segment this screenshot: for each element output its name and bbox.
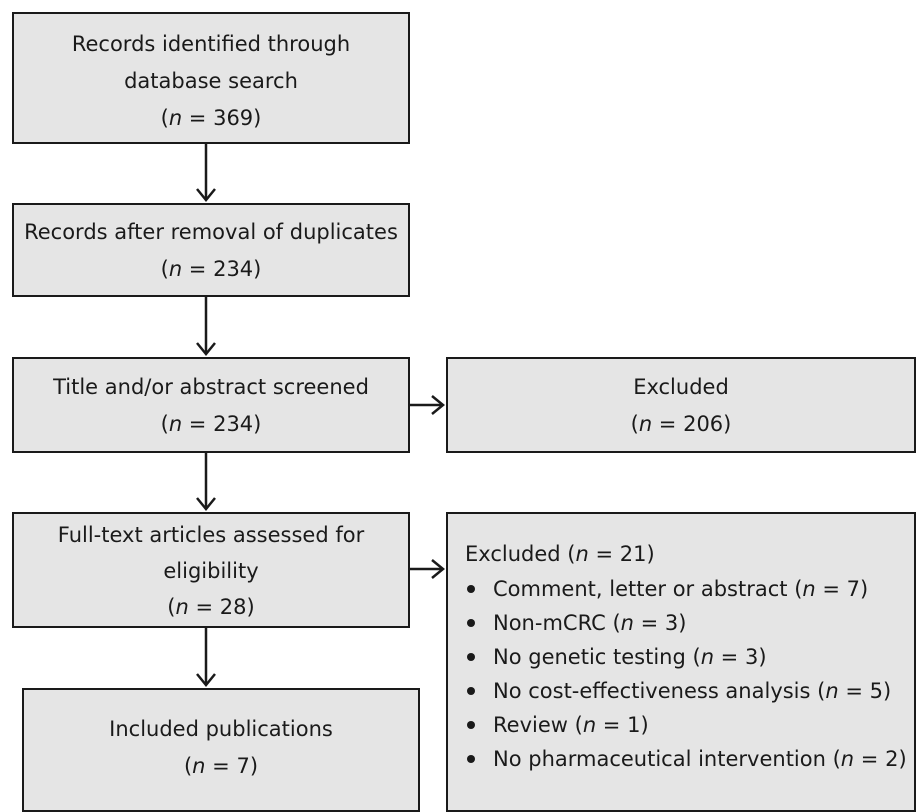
n-symbol: n xyxy=(192,754,206,778)
box-label-line: database search xyxy=(124,69,298,93)
n-symbol: n xyxy=(840,747,855,771)
box-excluded-fulltext: Excluded (n = 21) Comment, letter or abs… xyxy=(446,512,916,812)
n-symbol: n xyxy=(168,106,183,130)
box-label-line: Full-text articles assessed for xyxy=(57,523,365,547)
n-symbol: n xyxy=(575,542,589,566)
arrow-screened-to-excluded xyxy=(410,395,445,415)
n-symbol: n xyxy=(168,412,183,436)
box-count: (n = 369) xyxy=(160,106,262,130)
reason-label: Non-mCRC xyxy=(493,611,606,635)
exclusion-reason: Review (n = 1) xyxy=(465,708,914,742)
n-symbol: n xyxy=(175,595,189,619)
box-label-line: Excluded xyxy=(633,375,729,399)
reason-label: No cost-effectiveness analysis xyxy=(493,679,811,703)
exclusion-reason: No pharmaceutical intervention (n = 2) xyxy=(465,742,914,776)
exclusion-heading-label: Excluded xyxy=(465,542,561,566)
box-label-line: Included publications xyxy=(109,717,333,741)
count-value: 234 xyxy=(213,257,254,281)
box-count: (n = 7) xyxy=(183,754,259,778)
count-value: 28 xyxy=(219,595,247,619)
box-screened: Title and/or abstract screened (n = 234) xyxy=(12,357,410,453)
n-symbol: n xyxy=(582,713,597,737)
exclusion-reason: Comment, letter or abstract (n = 7) xyxy=(465,572,914,606)
reason-count: 5 xyxy=(869,679,883,703)
n-symbol: n xyxy=(168,257,183,281)
arrow-identified-to-dedup xyxy=(196,144,216,202)
box-included-publications: Included publications (n = 7) xyxy=(22,688,420,812)
reason-count: 7 xyxy=(846,577,861,601)
reason-label: Review xyxy=(493,713,568,737)
box-label-line: Title and/or abstract screened xyxy=(53,375,369,399)
box-label-line: Records after removal of duplicates xyxy=(24,220,398,244)
count-value: 7 xyxy=(236,754,250,778)
count-value: 234 xyxy=(213,412,254,436)
box-after-duplicates: Records after removal of duplicates (n =… xyxy=(12,203,410,297)
reason-count: 1 xyxy=(627,713,641,737)
box-label-line: Records identified through xyxy=(71,32,351,56)
arrow-fulltext-to-excluded xyxy=(410,559,445,579)
count-value: 21 xyxy=(619,542,647,566)
box-label-line: eligibility xyxy=(163,559,259,583)
reason-count: 2 xyxy=(885,747,899,771)
n-symbol: n xyxy=(700,645,714,669)
n-symbol: n xyxy=(825,679,839,703)
n-symbol: n xyxy=(638,412,653,436)
box-records-identified: Records identified through database sear… xyxy=(12,12,410,144)
exclusion-reason: No cost-effectiveness analysis (n = 5) xyxy=(465,674,914,708)
box-count: (n = 234) xyxy=(160,412,262,436)
box-excluded-screening: Excluded (n = 206) xyxy=(446,357,916,453)
n-symbol: n xyxy=(802,577,816,601)
exclusion-reasons-list: Comment, letter or abstract (n = 7) Non-… xyxy=(465,572,914,776)
reason-label: No pharmaceutical intervention xyxy=(493,747,826,771)
arrow-fulltext-to-included xyxy=(196,628,216,687)
exclusion-reason: Non-mCRC (n = 3) xyxy=(465,606,914,640)
n-symbol: n xyxy=(620,611,634,635)
arrow-dedup-to-screened xyxy=(196,297,216,356)
box-fulltext-assessed: Full-text articles assessed for eligibil… xyxy=(12,512,410,628)
reason-count: 3 xyxy=(744,645,759,669)
reason-count: 3 xyxy=(664,611,679,635)
exclusion-reason: No genetic testing (n = 3) xyxy=(465,640,914,674)
box-count: (n = 28) xyxy=(167,595,255,619)
count-value: 369 xyxy=(213,106,254,130)
count-value: 206 xyxy=(683,412,724,436)
reason-label: No genetic testing xyxy=(493,645,686,669)
box-count: (n = 234) xyxy=(160,257,262,281)
exclusion-heading: Excluded (n = 21) xyxy=(465,542,655,566)
arrow-screened-to-fulltext xyxy=(196,453,216,511)
reason-label: Comment, letter or abstract xyxy=(493,577,788,601)
box-count: (n = 206) xyxy=(630,412,732,436)
